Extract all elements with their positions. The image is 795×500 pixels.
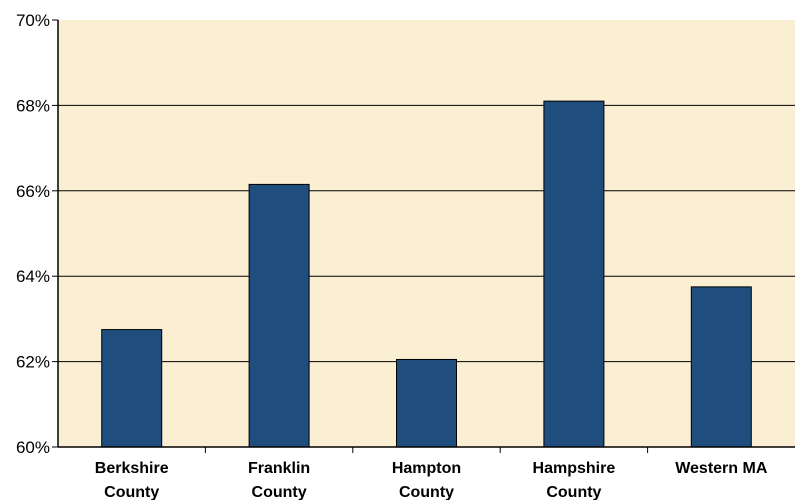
bar-series <box>101 100 752 448</box>
x-axis-labels: Berkshire County Franklin County Hampton Coun… <box>95 460 768 500</box>
x-tick-label: County <box>252 484 307 500</box>
y-tick-label: 70% <box>16 11 50 30</box>
x-tick-label: County <box>399 484 454 500</box>
gridlines <box>58 104 795 363</box>
y-tick-label: 66% <box>16 182 50 201</box>
y-tick-label: 64% <box>16 267 50 286</box>
bar <box>690 286 752 448</box>
y-tick-label: 62% <box>16 353 50 372</box>
bar <box>396 358 457 448</box>
x-tick-label: Berkshire <box>95 460 169 477</box>
axes <box>57 20 795 453</box>
x-tick-label: Hampton <box>392 460 461 477</box>
x-tick-label: Western MA <box>675 460 768 477</box>
x-tick-label: County <box>104 484 159 500</box>
bar <box>101 329 163 448</box>
x-tick-label: County <box>546 484 601 500</box>
bar <box>248 183 310 448</box>
y-axis-ticks: 60% 62% 64% 66% 68% 70% <box>16 11 58 457</box>
y-tick-label: 60% <box>16 438 50 457</box>
x-tick-label: Franklin <box>248 460 310 477</box>
x-tick-label: Hampshire <box>533 460 616 477</box>
y-tick-label: 68% <box>16 96 50 115</box>
bar <box>543 100 605 448</box>
